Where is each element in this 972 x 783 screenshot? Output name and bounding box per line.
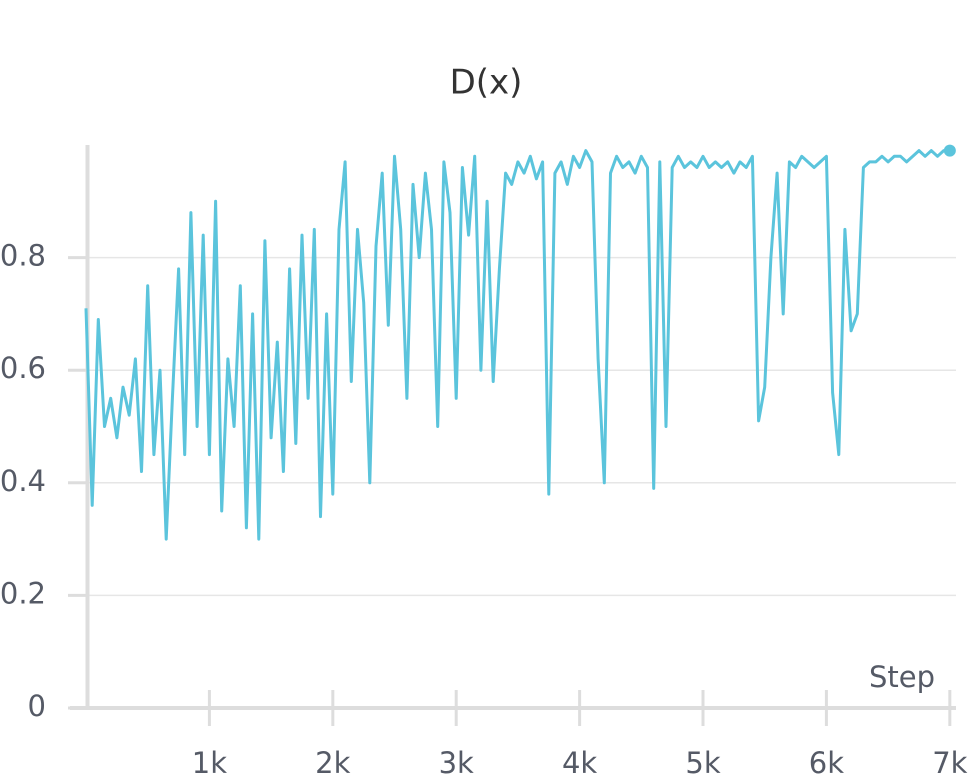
y-tick-label: 0.4 bbox=[0, 464, 46, 498]
x-tick-label: 1k bbox=[192, 746, 227, 780]
x-axis-label: Step bbox=[869, 660, 935, 694]
x-tick-label: 6k bbox=[809, 746, 844, 780]
y-tick-label: 0.6 bbox=[0, 351, 46, 385]
y-tick-label: 0.2 bbox=[0, 576, 46, 610]
x-tick-label: 7k bbox=[932, 746, 967, 780]
y-tick-label: 0.8 bbox=[0, 239, 46, 273]
last-point bbox=[943, 144, 956, 157]
chart-title: D(x) bbox=[450, 63, 523, 103]
x-tick-label: 4k bbox=[562, 746, 597, 780]
data-line bbox=[84, 149, 950, 541]
x-tick-label: 2k bbox=[315, 746, 350, 780]
x-tick-label: 5k bbox=[685, 746, 720, 780]
x-tick-label: 3k bbox=[439, 746, 474, 780]
y-tick-label: 0 bbox=[28, 689, 46, 723]
